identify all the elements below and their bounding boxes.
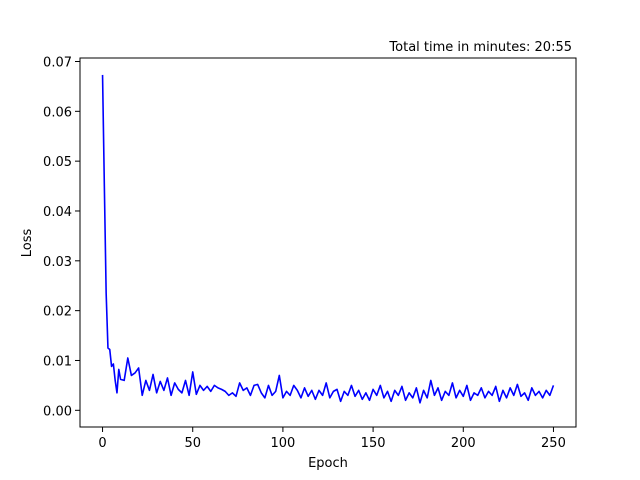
x-axis-label: Epoch <box>308 456 348 471</box>
plot-frame <box>79 57 577 428</box>
x-tick-label: 250 <box>541 436 566 451</box>
x-tick-label: 0 <box>98 436 106 451</box>
loss-series-line <box>101 74 555 404</box>
y-tick-label: 0.04 <box>43 205 72 220</box>
y-tick-label: 0.00 <box>43 404 72 419</box>
y-tick-label: 0.06 <box>43 105 72 120</box>
x-tick-label: 100 <box>270 436 295 451</box>
y-tick-label: 0.05 <box>43 155 72 170</box>
y-tick-label: 0.07 <box>43 55 72 70</box>
x-tick-label: 50 <box>184 436 201 451</box>
y-tick-label: 0.01 <box>43 354 72 369</box>
series-layer <box>101 74 555 404</box>
y-axis-label: Loss <box>20 229 35 258</box>
chart-title: Total time in minutes: 20:55 <box>388 40 572 55</box>
plot-area <box>80 58 576 427</box>
x-tick-label: 150 <box>361 436 386 451</box>
x-tick-label: 200 <box>451 436 476 451</box>
y-tick-label: 0.03 <box>43 255 72 270</box>
y-tick-label: 0.02 <box>43 305 72 320</box>
x-axis-ticks: 0 50 100 150 200 250 <box>98 427 566 451</box>
y-axis-ticks: 0.00 0.01 0.02 0.03 0.04 0.05 0.06 0.07 <box>43 55 80 419</box>
